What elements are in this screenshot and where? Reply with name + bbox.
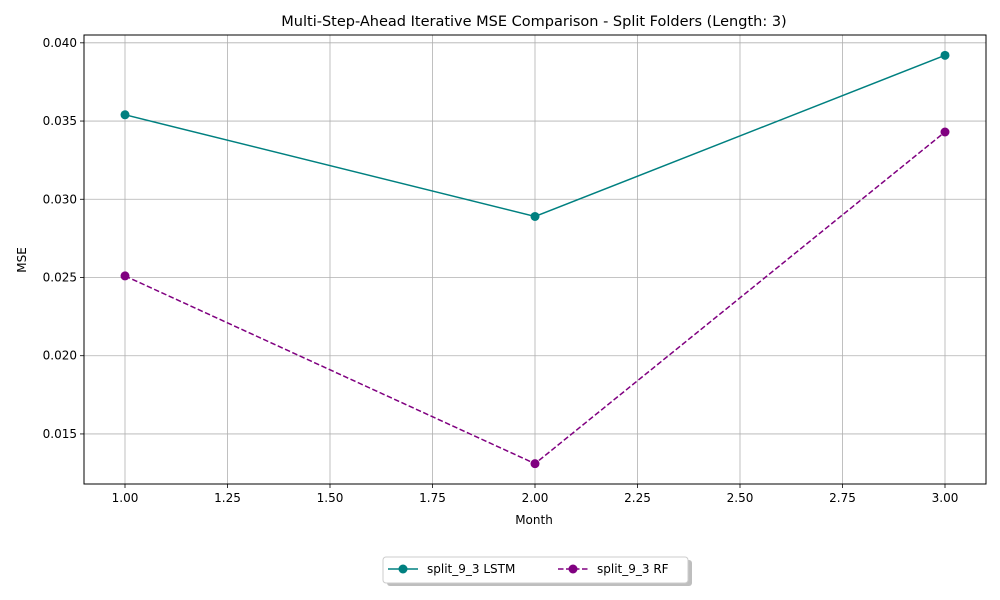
y-tick-label: 0.040 xyxy=(43,36,77,50)
y-axis-label: MSE xyxy=(15,247,29,273)
series-point-0 xyxy=(120,110,130,120)
legend-marker-lstm xyxy=(398,564,408,574)
legend-label-rf: split_9_3 RF xyxy=(597,562,669,576)
x-tick-label: 2.00 xyxy=(522,491,549,505)
y-tick-label: 0.030 xyxy=(43,192,77,206)
x-tick-label: 1.00 xyxy=(112,491,139,505)
x-axis: 1.00 1.25 1.50 1.75 2.00 2.25 2.50 2.75 3.00 xyxy=(112,484,959,505)
grid xyxy=(84,35,986,484)
series-point-0 xyxy=(530,211,540,221)
x-tick-label: 2.50 xyxy=(727,491,754,505)
legend-label-lstm: split_9_3 LSTM xyxy=(427,562,515,576)
legend-marker-rf xyxy=(568,564,578,574)
series-point-1 xyxy=(530,459,540,469)
x-tick-label: 1.25 xyxy=(214,491,241,505)
y-axis: 0.015 0.020 0.025 0.030 0.035 0.040 xyxy=(43,36,84,441)
y-tick-label: 0.025 xyxy=(43,270,77,284)
x-tick-label: 2.25 xyxy=(624,491,651,505)
y-tick-label: 0.020 xyxy=(43,349,77,363)
series-point-1 xyxy=(120,271,130,281)
chart-title: Multi-Step-Ahead Iterative MSE Compariso… xyxy=(281,14,786,30)
y-tick-label: 0.035 xyxy=(43,114,77,128)
x-tick-label: 3.00 xyxy=(932,491,959,505)
y-tick-label: 0.015 xyxy=(43,427,77,441)
x-axis-label: Month xyxy=(515,513,553,527)
legend-box xyxy=(382,556,689,584)
x-tick-label: 1.50 xyxy=(317,491,344,505)
x-tick-label: 2.75 xyxy=(829,491,856,505)
series-layer xyxy=(120,50,950,469)
legend: split_9_3 LSTM split_9_3 RF xyxy=(382,556,692,586)
x-tick-label: 1.75 xyxy=(419,491,446,505)
series-point-1 xyxy=(940,127,950,137)
series-point-0 xyxy=(940,50,950,60)
